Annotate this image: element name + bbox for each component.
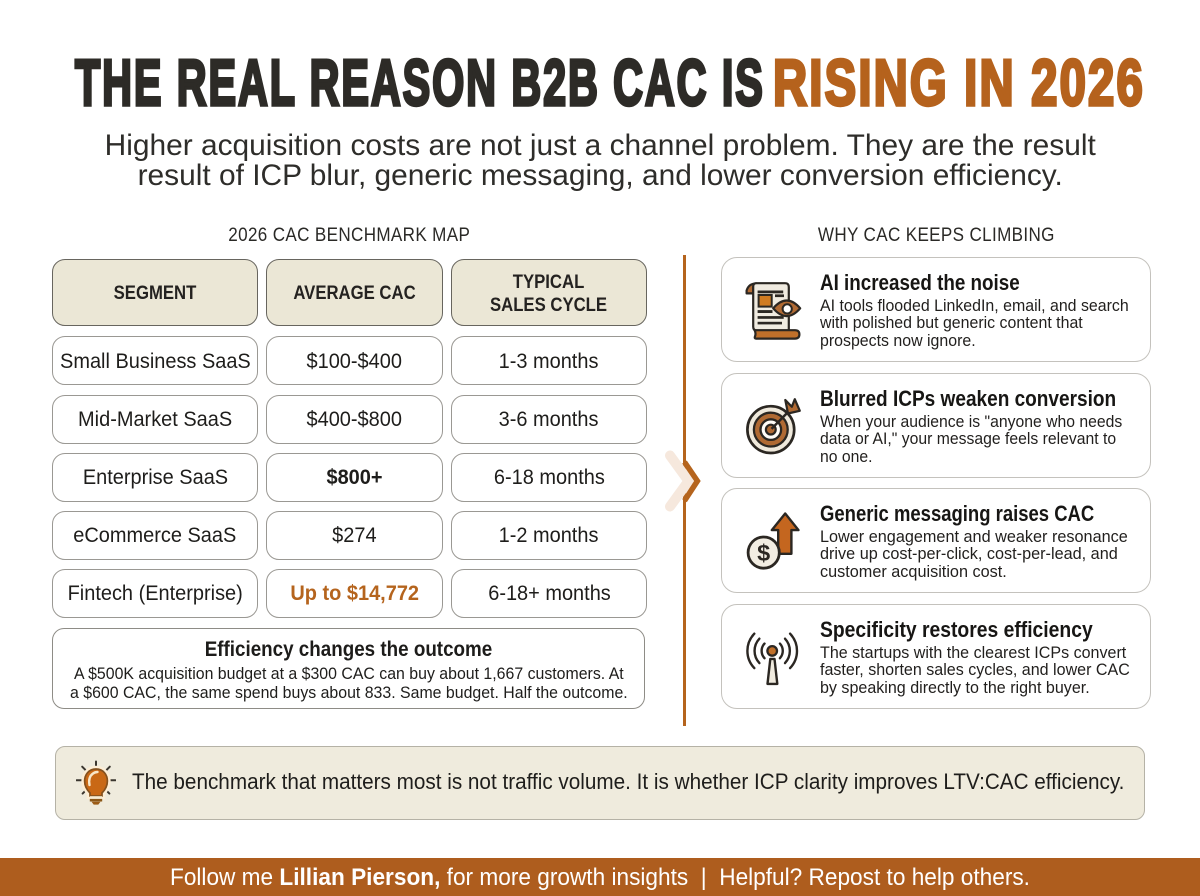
svg-text:$: $: [757, 540, 770, 566]
